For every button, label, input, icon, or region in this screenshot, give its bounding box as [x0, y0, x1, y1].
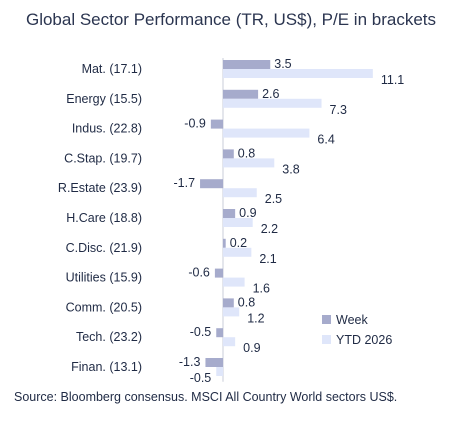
value-label-ytd: 1.6	[253, 282, 270, 296]
bar-week	[223, 238, 226, 248]
legend-label-ytd: YTD 2026	[336, 333, 392, 347]
value-label-week: -1.3	[179, 355, 201, 369]
category-label: Tech. (23.2)	[76, 330, 142, 344]
chart-title: Global Sector Performance (TR, US$), P/E…	[25, 10, 437, 29]
value-label-ytd: 2.5	[265, 192, 282, 206]
bar-ytd	[223, 98, 322, 108]
bar-week	[216, 328, 223, 338]
value-label-ytd: 6.4	[317, 133, 334, 147]
category-label: Utilities (15.9)	[66, 271, 142, 285]
category-label: Mat. (17.1)	[82, 62, 142, 76]
value-label-week: 3.5	[274, 57, 291, 71]
bar-ytd	[223, 188, 257, 198]
legend-swatch-week	[322, 315, 331, 324]
bar-ytd	[223, 128, 310, 138]
value-label-ytd: -0.5	[190, 371, 212, 385]
bar-ytd	[223, 247, 252, 257]
bar-week	[205, 358, 223, 367]
bar-ytd	[223, 69, 373, 78]
bar-ytd	[223, 277, 245, 287]
value-label-week: 0.9	[239, 206, 256, 220]
value-label-ytd: 3.8	[282, 162, 299, 176]
bar-ytd	[223, 218, 253, 227]
category-label: Finan. (13.1)	[71, 360, 142, 374]
category-label: Indus. (22.8)	[72, 122, 142, 136]
value-label-week: -0.9	[184, 117, 206, 131]
bar-week	[223, 60, 271, 69]
value-label-ytd: 11.1	[381, 73, 404, 87]
value-label-week: 0.8	[238, 295, 255, 309]
bar-ytd	[223, 307, 240, 317]
value-label-week: -0.5	[190, 325, 212, 339]
bar-week	[200, 179, 223, 189]
bar-week	[223, 149, 234, 159]
bar-ytd	[223, 158, 275, 168]
bar-ytd	[216, 367, 223, 376]
legend-swatch-ytd	[322, 335, 331, 344]
category-label: R.Estate (23.9)	[58, 181, 142, 195]
bar-week	[210, 119, 223, 129]
value-label-week: -0.6	[188, 266, 210, 280]
value-label-ytd: 1.2	[247, 311, 264, 325]
bar-week	[223, 89, 259, 99]
bar-week	[214, 268, 223, 278]
value-label-week: 0.8	[238, 146, 255, 160]
bar-week	[223, 209, 236, 218]
category-label: Energy (15.5)	[66, 92, 142, 106]
category-label: C.Stap. (19.7)	[64, 151, 142, 165]
value-label-week: -1.7	[174, 176, 196, 190]
value-label-week: 0.2	[230, 236, 247, 250]
bar-ytd	[223, 337, 236, 347]
bar-week	[223, 298, 234, 308]
value-label-ytd: 0.9	[243, 341, 260, 355]
value-label-ytd: 7.3	[330, 103, 347, 117]
category-label: Comm. (20.5)	[66, 300, 142, 314]
value-label-ytd: 2.1	[259, 252, 276, 266]
category-label: H.Care (18.8)	[66, 211, 142, 225]
value-label-ytd: 2.2	[261, 222, 278, 236]
source-note: Source: Bloomberg consensus. MSCI All Co…	[14, 390, 398, 404]
value-label-week: 2.6	[262, 87, 279, 101]
legend-label-week: Week	[336, 313, 368, 327]
category-label: C.Disc. (21.9)	[66, 241, 142, 255]
